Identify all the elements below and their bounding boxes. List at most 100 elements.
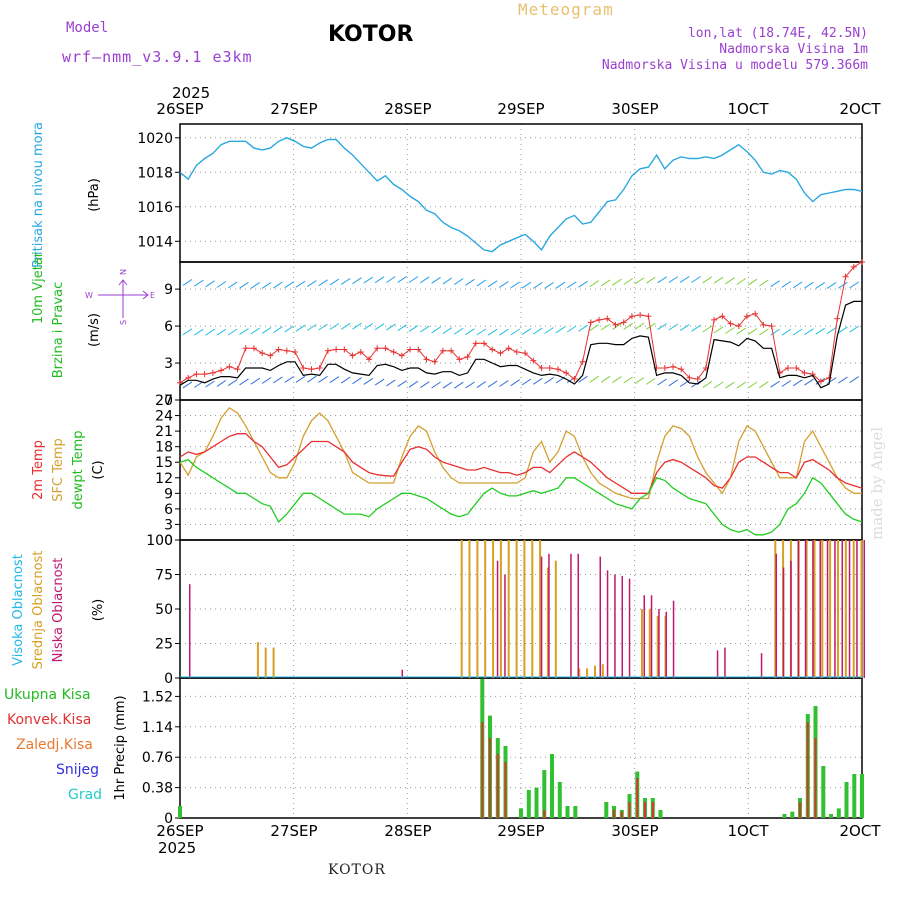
cloud-low-bar-30 [401,669,403,678]
ytick-label-0-3: 1020 [137,131,173,147]
wind-barb-1-50 [747,328,758,336]
top-day-label-1: 27SEP [270,100,317,118]
precip-legend-total: Ukupna Kisa [4,687,91,703]
wind-gust-marker-55 [628,313,635,320]
wind-gust-marker-54 [620,319,627,326]
wind-gust-marker-29 [415,346,422,353]
wind-barb-2-17 [374,378,385,386]
ytick-label-2-0: 0 [164,533,173,549]
wind-barb-1-24 [453,327,464,335]
wind-speed-line [179,300,862,389]
precip-conv-bar-47 [543,810,546,818]
ytick-label-3-2: 50 [155,602,173,618]
cloud-low-bar-57 [599,556,601,678]
wind-barb-0-40 [634,277,645,285]
wind-gust-marker-53 [612,321,619,328]
wind-barb-2-55 [804,378,814,386]
wind-barb-1-51 [759,328,769,336]
wind-barb-0-49 [736,278,746,285]
precip-legend-conv: Konvek.Kisa [7,712,91,728]
bottom-day-label-5: 1OCT [728,822,770,840]
cloud-mid-bar-59 [641,609,643,678]
wind-barb-1-44 [679,324,690,332]
wind-barb-0-1 [194,279,204,287]
cloud-mid-bar-11 [264,647,267,678]
wind-gust-marker-81 [842,273,849,280]
wind-barb-1-23 [442,327,453,335]
wind-barb-2-18 [386,379,396,387]
bottom-day-label-6: 2OCT [840,822,882,840]
wind-barb-1-38 [612,323,622,331]
wind-barb-0-39 [623,278,633,285]
wind-gust-marker-46 [554,366,561,373]
cloud-low-bar-64 [650,595,653,678]
compass-arrows [98,279,149,318]
wind-barb-1-32 [544,327,554,334]
precip-total-bar-44 [519,808,523,818]
wind-barb-0-33 [555,281,566,289]
wind-barb-1-45 [691,324,701,332]
wind-gust-marker-32 [439,347,446,354]
wind-barb-1-55 [804,328,814,336]
wind-barb-2-20 [408,380,419,388]
ytick-label-4-1: 0.38 [142,781,173,797]
wind-barb-2-13 [329,376,340,384]
wind-barb-1-49 [736,327,746,335]
wind-barb-1-52 [770,328,780,336]
wind-barb-2-5 [239,378,249,386]
wind-gust-marker-49 [579,358,586,365]
wind-gust-marker-24 [374,345,381,352]
wind-barb-0-9 [284,281,294,289]
wind-barb-1-25 [465,328,475,336]
cloud-mid-bar-85 [844,540,847,678]
wind-gust-marker-35 [464,353,471,360]
cloud-low-bar-59 [614,574,616,678]
wind-barb-2-50 [747,381,758,389]
cloud-low-bar-88 [826,540,829,678]
wind-barb-2-9 [284,376,294,383]
precip-conv-bar-80 [799,802,801,818]
wind-barb-2-31 [533,377,543,385]
wind-gust-marker-21 [349,352,356,359]
temp-sfc-label: SFC Temp [51,438,66,502]
wind-barb-2-16 [363,377,374,385]
precip-total-bar-49 [557,782,562,818]
wind-barb-2-36 [589,375,600,383]
pressure-line [179,137,863,253]
cloud-low-bar-67 [672,600,675,678]
top-day-label-3: 29SEP [497,100,544,118]
top-day-label-0: 26SEP [156,100,203,118]
lonlat-label: lon,lat (18.74E, 42.5N) [687,26,868,41]
cloud-low-bar-87 [819,540,821,678]
wind-barb-0-15 [352,277,362,285]
cloud-low-bar-83 [790,560,792,678]
compass-e: E [150,291,155,300]
cloud-mid-bar-51 [578,668,581,678]
compass-w: W [85,291,93,300]
wind-gust-marker-14 [292,348,299,355]
elevation-label: Nadmorska Visina 1m [719,42,868,57]
dewpt-line [179,458,863,536]
precip-total-bar-48 [550,754,554,818]
wind-barb-2-30 [521,378,532,386]
wind-barb-2-10 [295,375,306,383]
wind-barb-1-33 [555,326,566,334]
cloud-low-bar-82 [782,567,785,678]
precip-ylabel: 1hr Precip (mm) [113,695,128,800]
cloud-mid-bar-44 [523,540,526,678]
wind-barb-1-20 [408,324,419,332]
wind-barb-0-41 [646,276,656,284]
wind-barb-1-10 [295,324,306,332]
wind-title-2: Brzina i Pravac [51,282,66,379]
model-label: Model [66,20,109,36]
cloud-low0-bar-0 [189,584,191,678]
wind-gust-marker-36 [472,340,479,347]
wind-gust-marker-11 [267,352,274,359]
cloud-ylabel: (%) [91,599,106,622]
wind-gust-marker-30 [423,356,430,363]
wind-barb-0-4 [227,281,238,289]
wind-gust-marker-6 [226,363,233,370]
wind-gust-marker-75 [793,364,800,371]
wind-barb-2-12 [318,375,328,383]
wind-gust-marker-63 [694,376,701,383]
